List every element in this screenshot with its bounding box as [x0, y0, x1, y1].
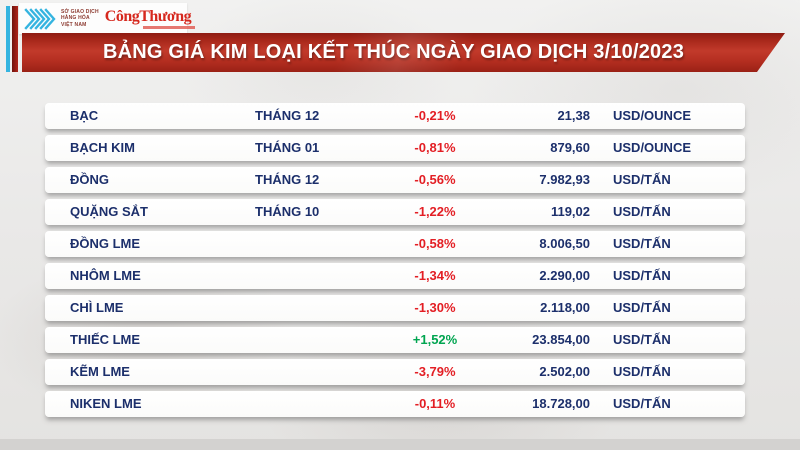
price-value: 119,02 — [550, 204, 590, 219]
percent-change: -1,34% — [414, 268, 456, 283]
price-table: BẠC THÁNG 12 -0,21% 21,38 USD/OUNCE BẠCH… — [45, 103, 745, 423]
price-value: 879,60 — [550, 140, 590, 155]
price-value: 7.982,93 — [539, 172, 590, 187]
metal-name: BẠC — [70, 108, 99, 123]
price-unit: USD/OUNCE — [613, 108, 692, 123]
price-unit: USD/TẤN — [613, 204, 671, 219]
metal-name: NIKEN LME — [70, 396, 142, 411]
metal-name: KẼM LME — [70, 364, 130, 379]
mxv-org-line-3: VIỆT NAM — [61, 21, 87, 28]
price-unit: USD/TẤN — [613, 268, 671, 283]
percent-change: -3,79% — [414, 364, 456, 379]
left-cyan-stripe — [6, 6, 10, 72]
metal-name: ĐỒNG — [70, 172, 109, 187]
table-row: NHÔM LME -1,34% 2.290,00 USD/TẤN — [45, 263, 745, 289]
price-unit: USD/TẤN — [613, 236, 671, 251]
mxv-org-line-2: HÀNG HÓA — [61, 15, 90, 22]
metal-name: QUẶNG SẮT — [70, 204, 148, 219]
percent-change: -0,21% — [414, 108, 456, 123]
percent-change: -0,58% — [414, 236, 456, 251]
price-unit: USD/TẤN — [613, 364, 671, 379]
metal-name: CHÌ LME — [70, 300, 124, 315]
table-row: NIKEN LME -0,11% 18.728,00 USD/TẤN — [45, 391, 745, 417]
percent-change: -0,56% — [414, 172, 456, 187]
congthuong-tagline-bar — [142, 25, 195, 29]
table-row: CHÌ LME -1,30% 2.118,00 USD/TẤN — [45, 295, 745, 321]
table-row: BẠC THÁNG 12 -0,21% 21,38 USD/OUNCE — [45, 103, 745, 129]
percent-change: -1,22% — [414, 204, 456, 219]
page-title: BẢNG GIÁ KIM LOẠI KẾT THÚC NGÀY GIAO DỊC… — [102, 41, 685, 63]
price-unit: USD/TẤN — [613, 172, 671, 187]
table-row: BẠCH KIM THÁNG 01 -0,81% 879,60 USD/OUNC… — [45, 135, 745, 161]
price-value: 23.854,00 — [532, 332, 590, 347]
price-value: 8.006,50 — [539, 236, 590, 251]
percent-change: -0,11% — [414, 396, 456, 411]
price-value: 2.502,00 — [539, 364, 590, 379]
price-value: 2.118,00 — [540, 300, 590, 315]
price-unit: USD/TẤN — [613, 332, 671, 347]
price-unit: USD/TẤN — [613, 300, 671, 315]
mxv-logo-icon — [24, 7, 56, 30]
mxv-org-name: SỞ GIAO DỊCH HÀNG HÓA VIỆT NAM — [61, 9, 99, 28]
congthuong-wordmark: CôngThương — [104, 7, 192, 25]
contract-month: THÁNG 10 — [255, 204, 320, 219]
price-value: 18.728,00 — [532, 396, 590, 411]
metal-name: ĐỒNG LME — [70, 236, 141, 251]
mxv-org-line-1: SỞ GIAO DỊCH — [61, 9, 99, 16]
percent-change: -0,81% — [414, 140, 456, 155]
contract-month: THÁNG 01 — [255, 140, 320, 155]
table-row: ĐỒNG LME -0,58% 8.006,50 USD/TẤN — [45, 231, 745, 257]
left-red-stripe — [12, 6, 18, 72]
table-row: QUẶNG SẮT THÁNG 10 -1,22% 119,02 USD/TẤN — [45, 199, 745, 225]
title-banner: BẢNG GIÁ KIM LOẠI KẾT THÚC NGÀY GIAO DỊC… — [22, 33, 785, 72]
price-unit: USD/TẤN — [613, 396, 671, 411]
price-value: 21,38 — [557, 108, 590, 123]
congthuong-logo: CôngThương — [104, 7, 195, 29]
price-value: 2.290,00 — [539, 268, 590, 283]
table-row: KẼM LME -3,79% 2.502,00 USD/TẤN — [45, 359, 745, 385]
percent-change: +1,52% — [412, 332, 458, 347]
metal-name: NHÔM LME — [70, 268, 141, 283]
table-row: THIẾC LME +1,52% 23.854,00 USD/TẤN — [45, 327, 745, 353]
contract-month: THÁNG 12 — [255, 172, 320, 187]
price-unit: USD/OUNCE — [613, 140, 692, 155]
contract-month: THÁNG 12 — [255, 108, 320, 123]
metal-name: THIẾC LME — [70, 332, 141, 347]
logo-plate: SỞ GIAO DỊCH HÀNG HÓA VIỆT NAM CôngThươn… — [19, 3, 195, 34]
bottom-strip — [0, 439, 800, 450]
table-row: ĐỒNG THÁNG 12 -0,56% 7.982,93 USD/TẤN — [45, 167, 745, 193]
metal-name: BẠCH KIM — [70, 140, 135, 155]
percent-change: -1,30% — [414, 300, 456, 315]
